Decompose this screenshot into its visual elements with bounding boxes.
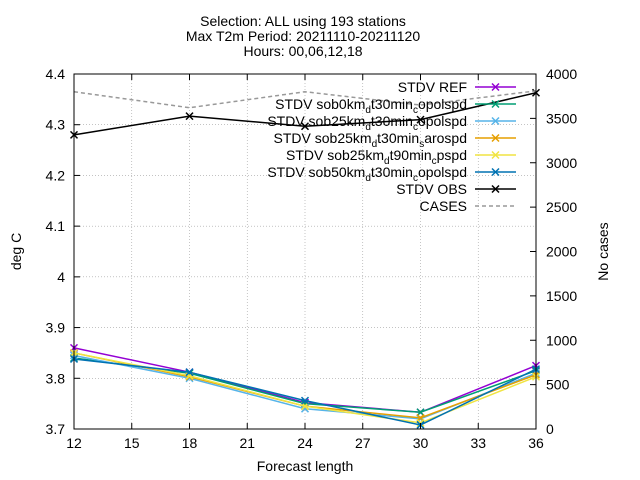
legend-label-part: STDV OBS — [396, 181, 467, 197]
y2-tick-label: 500 — [546, 377, 570, 393]
legend-label: STDV sob25kmdt30minsarospd — [274, 130, 467, 150]
legend-marker — [491, 99, 500, 109]
legend-label: STDV sob50kmdt30mincopolspd — [267, 164, 467, 184]
legend-label-part: c — [413, 105, 418, 116]
legend-label-part: d — [365, 173, 371, 184]
series-4 — [69, 348, 541, 427]
x-tick-label: 30 — [413, 435, 429, 451]
legend-marker — [491, 133, 500, 143]
legend-label-part: STDV sob25km — [267, 113, 365, 129]
legend-entry: STDV sob50kmdt30mincopolspd — [267, 164, 516, 184]
y-tick-label: 3.8 — [46, 370, 66, 386]
legend-entry: STDV sob25kmdt90mincpspd — [286, 147, 516, 167]
y-tick-label: 4.2 — [46, 167, 66, 183]
y-axis-label: deg C — [8, 233, 24, 270]
y2-tick-label: 4000 — [546, 66, 577, 82]
legend-label-part: CASES — [420, 198, 467, 214]
legend-label-part: d — [365, 105, 371, 116]
series-line — [73, 352, 537, 424]
x-tick-label: 12 — [66, 435, 82, 451]
legend-marker — [491, 82, 500, 92]
legend-label: STDV sob0kmdt30mincopolspd — [275, 96, 467, 116]
legend-label-part: d — [372, 139, 378, 150]
x-tick-label: 24 — [297, 435, 313, 451]
y2-axis-label: No cases — [595, 222, 611, 280]
x-tick-label: 36 — [528, 435, 544, 451]
y-tick-label: 4 — [57, 269, 65, 285]
y-tick-label: 4.3 — [46, 117, 66, 133]
axis-ticks: 12 15 18 21 24 27 30 33 36 3.7 3.8 3.9 4 4.1 4.2 4.3 4.4… — [46, 66, 578, 451]
x-tick-label: 18 — [182, 435, 198, 451]
legend-label-part: d — [384, 156, 390, 167]
legend-label-part: STDV sob0km — [275, 96, 365, 112]
x-tick-label: 33 — [470, 435, 486, 451]
legend-entry: STDV REF — [398, 79, 516, 95]
legend-marker — [491, 116, 500, 126]
y2-tick-label: 3000 — [546, 155, 577, 171]
y2-tick-label: 2000 — [546, 244, 577, 260]
title-line: Selection: ALL using 193 stations — [200, 13, 406, 29]
legend-label-part: t90min — [390, 147, 432, 163]
legend-label-part: s — [419, 139, 424, 150]
legend-entry: STDV sob25kmdt30minsarospd — [274, 130, 516, 150]
series-7 — [73, 90, 537, 109]
legend-label-part: STDV sob25km — [286, 147, 384, 163]
y2-tick-label: 3500 — [546, 110, 577, 126]
data-point — [300, 122, 310, 131]
legend-label-part: t30min — [371, 96, 413, 112]
legend-entry: STDV OBS — [396, 181, 516, 197]
legend-label-part: t30min — [377, 130, 419, 146]
y2-tick-label: 1500 — [546, 288, 577, 304]
legend-label-part: STDV sob25km — [274, 130, 372, 146]
data-point — [416, 418, 425, 427]
x-axis-label: Forecast length — [257, 458, 354, 474]
y2-tick-label: 2500 — [546, 199, 577, 215]
legend-label-part: c — [413, 122, 418, 133]
legend-label-part: STDV sob50km — [267, 164, 365, 180]
title-line: Max T2m Period: 20211110-20211120 — [186, 28, 420, 44]
legend-label-part: c — [413, 173, 418, 184]
x-tick-label: 21 — [239, 435, 255, 451]
legend-label-part: d — [365, 122, 371, 133]
data-point — [416, 115, 425, 124]
legend-label-part: pspd — [437, 147, 467, 163]
y-tick-label: 4.1 — [46, 218, 66, 234]
legend-label-part: opolspd — [418, 164, 467, 180]
y-tick-label: 4.4 — [46, 66, 66, 82]
legend-label-part: t30min — [371, 113, 413, 129]
data-point — [185, 112, 194, 121]
x-tick-label: 15 — [124, 435, 140, 451]
data-point — [185, 368, 194, 377]
legend-marker — [491, 150, 500, 160]
y2-tick-label: 1000 — [546, 332, 577, 348]
y-tick-label: 3.7 — [46, 421, 66, 437]
legend-label: STDV sob25kmdt30mincopolspd — [267, 113, 467, 133]
y-tick-label: 3.9 — [46, 320, 66, 336]
legend-entry: STDV sob0kmdt30mincopolspd — [275, 96, 516, 116]
legend-marker — [491, 167, 500, 177]
legend-label-part: c — [432, 156, 437, 167]
y2-tick-label: 0 — [546, 421, 554, 437]
x-tick-label: 27 — [355, 435, 371, 451]
legend-label-part: STDV REF — [398, 79, 467, 95]
legend-entry: CASES — [420, 198, 516, 214]
legend-entry: STDV sob25kmdt30mincopolspd — [267, 113, 516, 133]
data-point — [300, 396, 310, 405]
legend-label-part: arospd — [424, 130, 467, 146]
legend-marker — [491, 184, 500, 194]
legend-label: STDV sob25kmdt90mincpspd — [286, 147, 467, 167]
legend-label: CASES — [420, 198, 467, 214]
legend-label: STDV OBS — [396, 181, 467, 197]
legend-label-part: opolspd — [418, 113, 467, 129]
legend-label: STDV REF — [398, 79, 467, 95]
legend-label-part: opolspd — [418, 96, 467, 112]
series-line — [73, 90, 537, 109]
title-line: Hours: 00,06,12,18 — [243, 43, 362, 59]
series-layer — [69, 88, 541, 429]
legend-label-part: t30min — [371, 164, 413, 180]
